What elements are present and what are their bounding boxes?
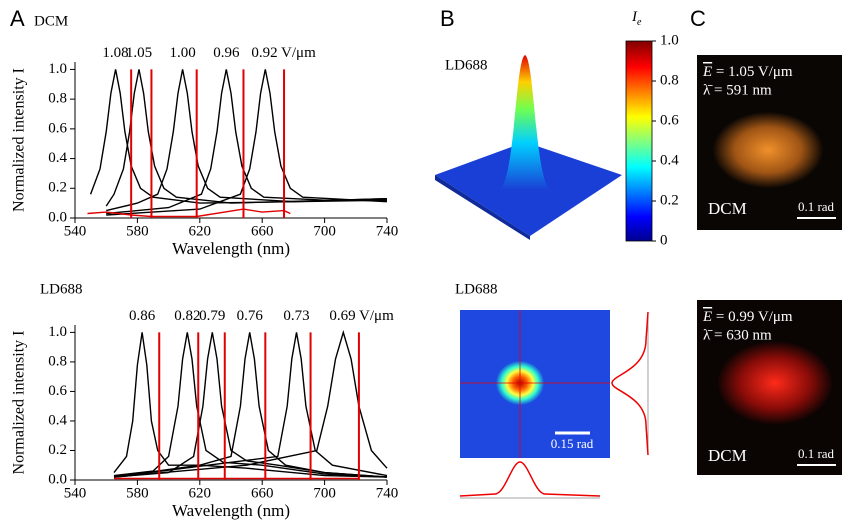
x-tick-label: 540 bbox=[64, 485, 87, 501]
y-tick-label: 0.4 bbox=[48, 150, 67, 166]
y-tick-label: 0.8 bbox=[48, 353, 67, 369]
y-tick-label: 1.0 bbox=[48, 324, 67, 340]
x-tick-label: 700 bbox=[313, 223, 336, 239]
colorbar-tick-label: 1.0 bbox=[660, 32, 679, 48]
emission-spot bbox=[717, 341, 833, 425]
spectrum-line bbox=[87, 208, 291, 218]
colorbar-tick-label: 0.4 bbox=[660, 152, 679, 168]
y-axis-label: Normalized intensity I bbox=[11, 68, 28, 212]
x-tick-label: 660 bbox=[251, 485, 274, 501]
y-tick-label: 0.0 bbox=[48, 471, 67, 487]
x-tick-label: 740 bbox=[376, 485, 399, 501]
y-tick-label: 0.2 bbox=[48, 442, 67, 458]
peak-label: 0.79 bbox=[199, 308, 225, 324]
y-tick-label: 0.4 bbox=[48, 412, 67, 428]
spectrum-line bbox=[106, 69, 388, 216]
colorbar-tick-label: 0.8 bbox=[660, 72, 679, 88]
colorbar-tick-label: 0.2 bbox=[660, 192, 679, 208]
surface-side bbox=[435, 175, 530, 240]
panel-label: A bbox=[10, 6, 25, 31]
peak-label: 0.73 bbox=[283, 308, 309, 324]
field-value: = 0.99 V/μm bbox=[712, 309, 793, 325]
wavelength-label: λ̄ = 630 nm bbox=[703, 327, 772, 343]
spectrum-line bbox=[106, 69, 387, 215]
field-value: = 1.05 V/μm bbox=[712, 64, 793, 80]
x-tick-label: 580 bbox=[126, 223, 149, 239]
spectrum-line bbox=[106, 69, 388, 212]
panel-label: C bbox=[690, 6, 706, 31]
y-tick-label: 0.0 bbox=[48, 209, 67, 225]
peak-label: 1.08 bbox=[102, 45, 128, 61]
x-axis-label: Wavelength (nm) bbox=[172, 239, 290, 258]
field-label: E = 1.05 V/μm bbox=[702, 64, 793, 80]
x-tick-label: 620 bbox=[189, 485, 212, 501]
scale-bar-label: 0.15 rad bbox=[551, 436, 594, 451]
vertical-profile bbox=[611, 311, 649, 456]
peak-label: 0.82 bbox=[174, 308, 200, 324]
horizontal-profile bbox=[459, 461, 601, 497]
spectrum-line bbox=[105, 69, 388, 207]
x-tick-label: 700 bbox=[313, 485, 336, 501]
colorbar-label-main: I bbox=[631, 9, 638, 25]
dye-label: DCM bbox=[708, 446, 747, 465]
colorbar bbox=[625, 40, 653, 242]
x-tick-label: 660 bbox=[251, 223, 274, 239]
spectrum-line bbox=[113, 332, 388, 478]
colorbar-label-sub: e bbox=[637, 17, 642, 28]
y-tick-label: 0.8 bbox=[48, 91, 67, 107]
colorbar-tick-label: 0.6 bbox=[660, 112, 679, 128]
chart-title: DCM bbox=[34, 13, 68, 29]
y-tick-label: 0.6 bbox=[48, 120, 67, 136]
panel-title: LD688 bbox=[445, 57, 488, 73]
peak-label: 0.96 bbox=[213, 45, 240, 61]
spectrum-line bbox=[113, 332, 388, 478]
peak-label: 1.05 bbox=[126, 45, 152, 61]
spectrum-line bbox=[113, 329, 388, 478]
y-axis-label: Normalized intensity I bbox=[11, 331, 28, 475]
spectrum-line bbox=[113, 332, 388, 478]
y-tick-label: 0.6 bbox=[48, 383, 67, 399]
x-tick-label: 540 bbox=[64, 223, 87, 239]
dye-label: DCM bbox=[708, 199, 747, 218]
x-tick-label: 580 bbox=[126, 485, 149, 501]
panel-title: LD688 bbox=[455, 281, 498, 297]
spectrum-line bbox=[89, 69, 388, 204]
chart-title: LD688 bbox=[40, 281, 83, 297]
scale-bar-label: 0.1 rad bbox=[798, 199, 835, 214]
wavelength-label: λ̄ = 591 nm bbox=[703, 82, 772, 98]
y-tick-label: 1.0 bbox=[48, 61, 67, 77]
image-panel: E = 1.05 V/μm λ̄ = 591 nm DCM 0.1 rad bbox=[697, 55, 842, 230]
x-tick-label: 740 bbox=[376, 223, 399, 239]
field-symbol: E bbox=[702, 64, 712, 80]
panel-label: B bbox=[440, 6, 455, 31]
x-tick-label: 620 bbox=[189, 223, 212, 239]
peak-label: 0.92 V/μm bbox=[251, 45, 316, 61]
peak-label: 1.00 bbox=[170, 45, 196, 61]
spectrum-line bbox=[113, 332, 388, 478]
spectrum-line bbox=[113, 332, 388, 478]
y-tick-label: 0.2 bbox=[48, 180, 67, 196]
peak-label: 0.76 bbox=[237, 308, 264, 324]
field-symbol: E bbox=[702, 309, 712, 325]
colorbar-label: Ie bbox=[631, 9, 642, 28]
image-panel: E = 0.99 V/μm λ̄ = 630 nm DCM 0.1 rad bbox=[697, 300, 842, 475]
surface-plot bbox=[435, 55, 622, 240]
x-axis-label: Wavelength (nm) bbox=[172, 501, 290, 520]
peak-label: 0.86 bbox=[129, 308, 156, 324]
emission-spot bbox=[713, 112, 823, 188]
colorbar-tick-label: 0 bbox=[660, 232, 668, 248]
scale-bar-label: 0.1 rad bbox=[798, 446, 835, 461]
field-label: E = 0.99 V/μm bbox=[702, 309, 793, 325]
surface-peak bbox=[498, 55, 552, 190]
peak-label: 0.69 V/μm bbox=[329, 308, 394, 324]
